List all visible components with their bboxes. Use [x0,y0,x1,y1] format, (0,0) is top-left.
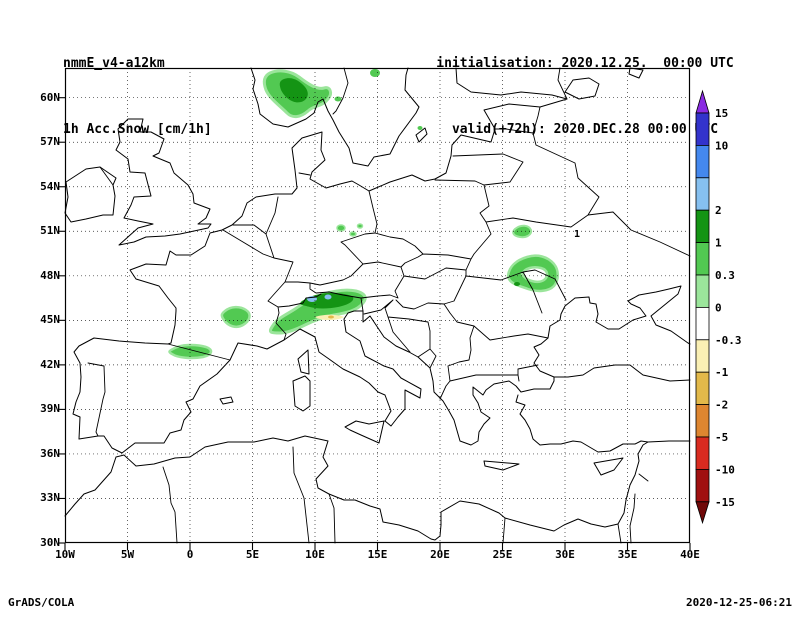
contour-label: 1 [574,229,580,240]
colorbar-segment [696,145,709,177]
lat-tick-label: 39N [20,402,60,415]
colorbar-tick-label: -1 [715,366,729,379]
colorbar-tick-label: 1 [715,237,722,250]
colorbar-arrow-bottom [696,502,709,523]
lon-tick-label: 25E [485,548,521,561]
lon-tick-label: 35E [610,548,646,561]
island-sardinia [293,376,310,411]
lon-tick-label: 20E [422,548,458,561]
coastline-great-britain [116,119,211,245]
lon-tick-label: 10W [47,548,83,561]
lat-tick-label: 33N [20,491,60,504]
island-corsica [298,350,309,374]
colorbar-segment [696,113,709,145]
lat-tick-label: 57N [20,135,60,148]
country-borders [88,68,690,543]
colorbar-tick-label: 0 [715,301,722,314]
coastline-iberia-west-europe-baltic [73,68,567,453]
coastline-border-layer [65,68,690,543]
colorbar-segment [696,372,709,404]
lon-tick-label: 15E [360,548,396,561]
lat-tick-label: 48N [20,269,60,282]
lat-tick-label: 45N [20,313,60,326]
island-gotland [416,128,427,142]
colorbar-tick-label: 15 [715,107,728,120]
colorbar-segment [696,307,709,339]
lat-tick-label: 36N [20,447,60,460]
snow-patch-southern-norway [264,69,422,130]
island-sicily [345,421,384,443]
colorbar-segment [696,340,709,372]
island-crete [484,461,519,470]
colorbar-tick-label: -0.3 [715,334,742,347]
lat-tick-label: 30N [20,536,60,549]
colorbar-segment [696,405,709,437]
colorbar-segment [696,243,709,275]
snow-patch-west-ukraine [513,226,531,237]
colorbar-segment [696,275,709,307]
island-mallorca [220,397,233,404]
snow-patch-germany-spots [337,224,363,236]
map-annotation-layer: 1 [574,229,580,240]
colorbar-tick-label: 2 [715,204,722,217]
snow-shading-layer [169,69,557,358]
colorbar-legend: 15 10 2 1 0.3 0 -0.3 -1 -2 -5 -10 -15 [688,91,758,524]
snow-patch-massif-central [222,307,250,327]
lon-tick-label: 40E [672,548,708,561]
colorbar-segment [696,178,709,210]
colorbar-scale: 15 10 2 1 0.3 0 -0.3 -1 -2 -5 -10 -15 [696,91,742,523]
lake-onega [629,68,643,78]
colorbar-arrow-top [696,91,709,113]
grads-weather-plot: nmmE_v4-a12km 1h Acc.Snow [cm/1h] initia… [0,0,800,618]
europe-map: 1 [65,68,690,543]
colorbar-tick-label: 0.3 [715,269,735,282]
lat-tick-label: 51N [20,224,60,237]
island-cyprus [594,458,623,475]
colorbar-tick-label: -10 [715,463,735,476]
lon-tick-label: 5E [235,548,271,561]
axis-tick-layer [58,98,690,550]
colorbar-segment [696,210,709,242]
snow-patch-carpathians [508,256,558,291]
lon-tick-label: 30E [547,548,583,561]
grads-stamp: GrADS/COLA [8,596,74,609]
lat-tick-label: 54N [20,180,60,193]
coastline-blacksea-north-azov [534,286,690,377]
colorbar-tick-label: -2 [715,399,728,412]
coastline-ireland [65,167,116,222]
lon-tick-label: 0 [172,548,208,561]
colorbar-tick-label: -15 [715,496,735,509]
colorbar-tick-label: -5 [715,431,728,444]
creation-timestamp: 2020-12-25-06:21 [686,596,792,609]
lat-tick-label: 42N [20,358,60,371]
colorbar-tick-label: 10 [715,139,728,152]
colorbar-segment [696,437,709,469]
lon-tick-label: 5W [110,548,146,561]
coastline-africa-levant-turkey [65,395,648,540]
colorbar-segment [696,469,709,501]
lake-ladoga [565,78,599,99]
lat-tick-label: 60N [20,91,60,104]
lon-tick-label: 10E [297,548,333,561]
